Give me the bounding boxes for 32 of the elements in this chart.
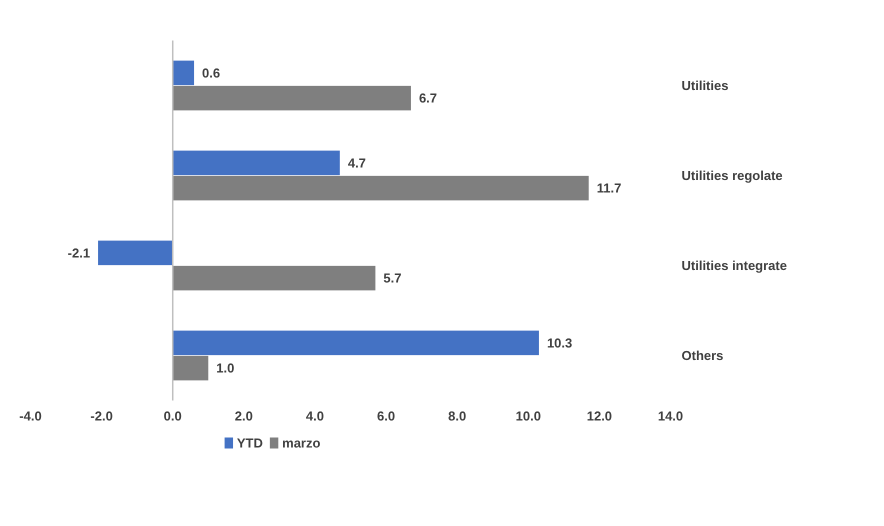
data-label: 11.7 — [596, 180, 622, 196]
data-label: 6.7 — [418, 90, 438, 106]
legend-label: YTD — [236, 436, 263, 450]
y-tick-label: Utilities integrate — [682, 258, 787, 273]
x-tick-label: -2.0 — [90, 408, 113, 424]
data-label: 5.7 — [383, 270, 402, 286]
bar — [172, 150, 340, 176]
x-tick-label: 14.0 — [658, 408, 684, 424]
x-tick-label: 6.0 — [377, 408, 396, 424]
bar — [98, 240, 173, 266]
x-tick-label: 0.0 — [164, 408, 182, 424]
data-label: 0.6 — [202, 65, 220, 80]
bar — [172, 60, 194, 86]
x-tick-label: 12.0 — [586, 408, 612, 424]
data-label: -2.1 — [68, 245, 90, 260]
bar — [172, 176, 589, 200]
y-tick-label: Others — [682, 348, 724, 363]
y-tick-label: Utilities regolate — [682, 168, 783, 183]
x-tick-label: -4.0 — [19, 408, 42, 424]
bar — [172, 330, 539, 356]
x-tick-label: 2.0 — [234, 408, 253, 424]
x-tick-label: 4.0 — [306, 408, 324, 424]
bar — [172, 86, 411, 110]
data-label: 4.7 — [348, 155, 366, 170]
legend-label: marzo — [282, 436, 320, 450]
bar — [172, 266, 376, 290]
x-tick-label: 10.0 — [516, 408, 541, 424]
y-tick-label: Utilities — [682, 78, 728, 93]
data-label: 10.3 — [546, 335, 572, 350]
data-label: 1.0 — [216, 360, 234, 376]
x-tick-label: 8.0 — [448, 408, 466, 424]
bar — [172, 356, 208, 380]
